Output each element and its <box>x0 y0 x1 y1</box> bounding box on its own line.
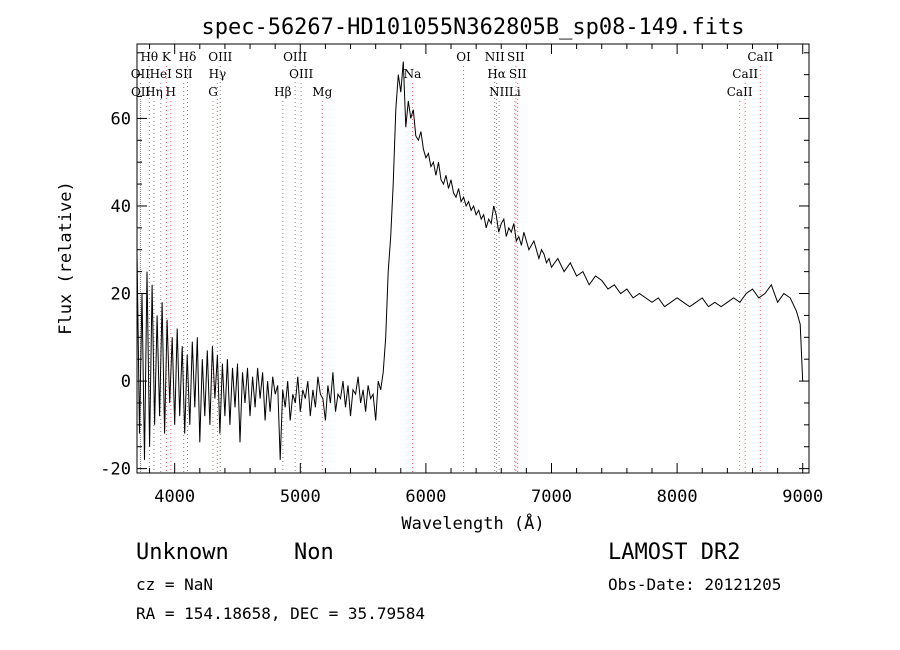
subclass-label: Non <box>294 540 334 565</box>
line-label-18: OII <box>131 85 151 99</box>
y-tick-label-1: 0 <box>121 372 131 392</box>
line-label-3: OIII <box>208 50 232 64</box>
line-label-16: SII <box>509 67 527 81</box>
chart-title: spec-56267-HD101055N362805B_sp08-149.fit… <box>201 15 744 40</box>
line-label-10: HeI <box>150 67 173 81</box>
line-label-21: G <box>208 85 218 99</box>
survey-label: LAMOST DR2 <box>608 540 741 565</box>
x-tick-label-3: 7000 <box>531 487 572 507</box>
line-label-6: NII <box>485 50 505 64</box>
cz-value: cz = NaN <box>136 575 214 594</box>
line-label-13: OIII <box>289 67 313 81</box>
y-tick-label-3: 40 <box>111 197 131 217</box>
line-label-14: Na <box>404 67 422 81</box>
coordinates: RA = 154.18658, DEC = 35.79584 <box>136 604 425 623</box>
line-label-9: OII <box>131 67 151 81</box>
line-label-2: Hδ <box>179 50 197 64</box>
line-label-17: CaII <box>732 67 758 81</box>
obs-date: Obs-Date: 20121205 <box>608 575 782 594</box>
axis-ticks: 4000 5000 6000 7000 8000 9000 -20 0 20 40 60 <box>100 44 823 507</box>
line-label-12: Hγ <box>209 67 227 81</box>
line-label-5: OI <box>456 50 471 64</box>
line-label-25: Li <box>509 85 521 99</box>
line-label-20: H <box>166 85 176 99</box>
line-label-1: K <box>162 50 172 64</box>
line-label-7: SII <box>507 50 525 64</box>
line-label-11: SII <box>175 67 193 81</box>
line-label-24: NII <box>489 85 509 99</box>
line-label-26: CaII <box>727 85 753 99</box>
x-tick-label-0: 4000 <box>154 487 195 507</box>
line-label-19: Hη <box>145 85 163 99</box>
line-label-22: Hβ <box>274 85 291 99</box>
line-label-4: OIII <box>283 50 307 64</box>
x-tick-label-2: 6000 <box>405 487 446 507</box>
x-axis-label: Wavelength (Å) <box>401 512 544 534</box>
class-label: Unknown <box>136 540 229 565</box>
spectrum-series-line <box>136 61 804 460</box>
line-label-8: CaII <box>747 50 773 64</box>
y-tick-label-4: 60 <box>111 109 131 129</box>
x-tick-label-4: 8000 <box>657 487 698 507</box>
plot-frame <box>136 43 810 474</box>
y-axis-label: Flux (relative) <box>56 181 76 335</box>
y-tick-label-0: -20 <box>100 460 131 480</box>
line-label-23: Mg <box>312 85 332 99</box>
x-tick-label-1: 5000 <box>280 487 321 507</box>
y-tick-label-2: 20 <box>111 285 131 305</box>
line-label-15: Hα <box>487 67 506 81</box>
x-tick-label-5: 9000 <box>782 487 823 507</box>
line-label-0: Hθ <box>140 50 158 64</box>
